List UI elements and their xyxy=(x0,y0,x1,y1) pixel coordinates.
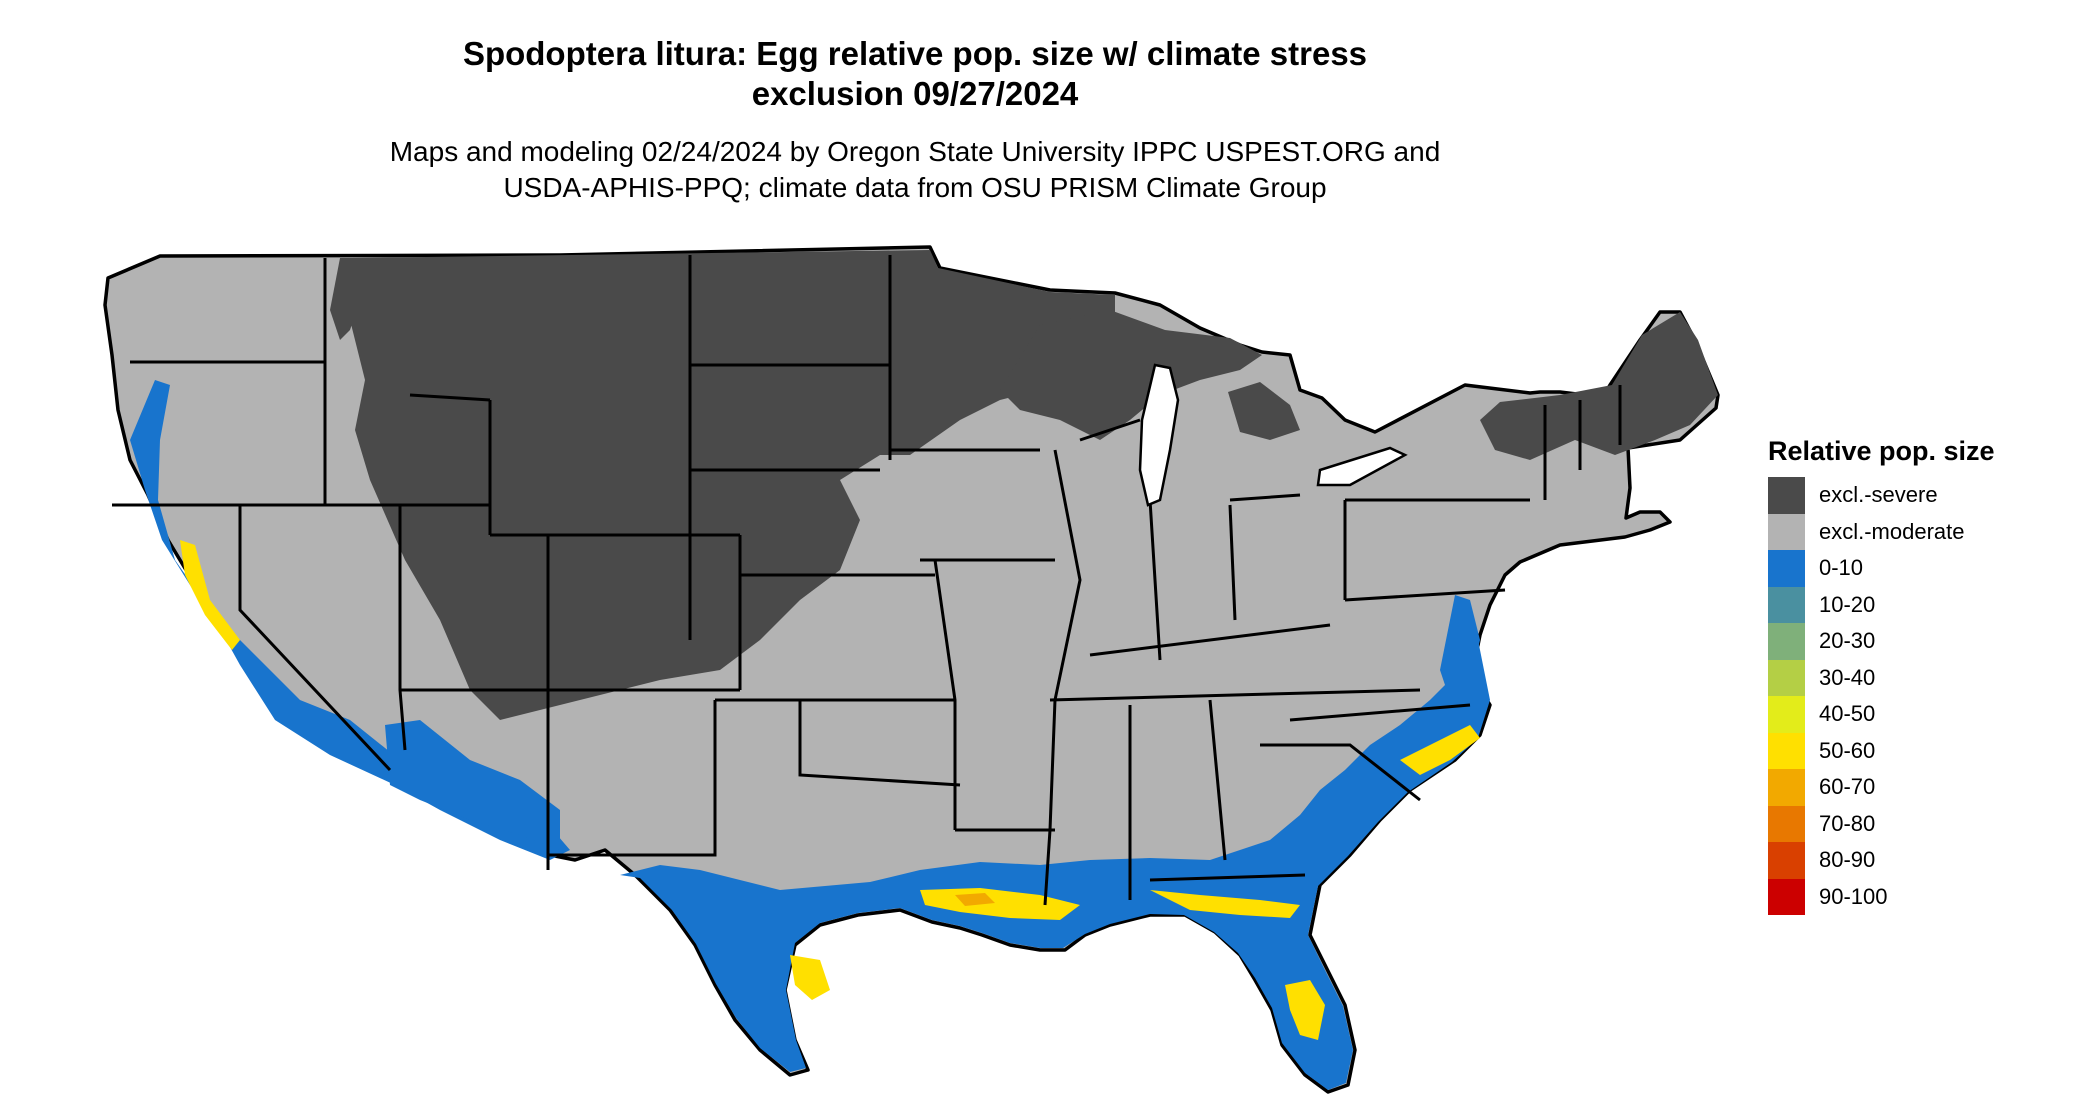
legend-label: 70-80 xyxy=(1819,810,1876,836)
mid-suitability-carolinas xyxy=(1400,725,1480,775)
severe-region-great-lakes xyxy=(1000,310,1262,440)
border-nm-tx xyxy=(548,700,717,857)
legend-item: 90-100 xyxy=(1768,878,1995,915)
legend-item: 60-70 xyxy=(1768,769,1995,806)
legend-label: 10-20 xyxy=(1819,591,1876,617)
legend-label: excl.-moderate xyxy=(1819,518,1965,544)
border-indiana-ohio xyxy=(1228,504,1237,621)
border-va-nc xyxy=(1289,703,1471,722)
legend-swatch xyxy=(1768,586,1805,623)
legend-swatch xyxy=(1768,623,1805,660)
severe-region-northern-plains xyxy=(350,250,1115,720)
legend-label: 90-100 xyxy=(1819,883,1888,909)
low-suitability-southwest-desert xyxy=(385,720,560,850)
border-nv-ca xyxy=(238,505,392,772)
legend-label: 50-60 xyxy=(1819,737,1876,763)
legend-swatch xyxy=(1768,477,1805,514)
map-title: Spodoptera litura: Egg relative pop. siz… xyxy=(0,34,1830,114)
map-subtitle: Maps and modeling 02/24/2024 by Oregon S… xyxy=(0,134,1830,206)
subtitle-line-2: USDA-APHIS-PPQ; climate data from OSU PR… xyxy=(503,172,1327,203)
state-borders xyxy=(112,255,1622,906)
legend-item: 50-60 xyxy=(1768,732,1995,769)
legend-item: excl.-severe xyxy=(1768,477,1995,514)
border-ky-tn xyxy=(1089,623,1331,657)
legend-label: 40-50 xyxy=(1819,701,1876,727)
legend-label: 30-40 xyxy=(1819,664,1876,690)
severe-region-new-england xyxy=(1480,312,1718,460)
legend-label: 80-90 xyxy=(1819,847,1876,873)
border-mi-wi xyxy=(1079,418,1141,442)
legend-label: 0-10 xyxy=(1819,555,1864,581)
legend-label: 20-30 xyxy=(1819,628,1876,654)
severe-region-michigan xyxy=(1228,382,1300,440)
legend-swatch xyxy=(1768,769,1805,806)
low-suitability-atlantic-coast xyxy=(1440,595,1480,700)
subtitle-line-1: Maps and modeling 02/24/2024 by Oregon S… xyxy=(389,136,1441,167)
title-line-2: exclusion 09/27/2024 xyxy=(751,75,1079,112)
lake-erie xyxy=(1316,446,1408,487)
border-ga-fl xyxy=(1149,873,1306,882)
border-al-ga xyxy=(1208,699,1227,861)
low-suitability-gulf-southeast xyxy=(620,640,1490,1090)
legend-item: 0-10 xyxy=(1768,550,1995,587)
legend-item: 40-50 xyxy=(1768,696,1995,733)
legend-swatch xyxy=(1768,732,1805,769)
us-map xyxy=(103,245,1720,1094)
legend-label: 60-70 xyxy=(1819,774,1876,800)
legend-swatch xyxy=(1768,878,1805,915)
border-illinois-indiana xyxy=(1148,499,1162,661)
legend-label: excl.-severe xyxy=(1819,482,1938,508)
legend: Relative pop. size excl.-severe excl.-mod… xyxy=(1768,436,1995,915)
legend-item: 80-90 xyxy=(1768,842,1995,879)
border-pa-south xyxy=(1344,588,1506,602)
legend-swatch xyxy=(1768,696,1805,733)
title-line-1: Spodoptera litura: Egg relative pop. siz… xyxy=(462,35,1368,72)
lake-michigan xyxy=(1138,363,1180,507)
legend-swatch xyxy=(1768,805,1805,842)
mid-suitability-gulf-florida xyxy=(1150,890,1300,918)
legend-swatch xyxy=(1768,513,1805,550)
border-mo-east xyxy=(933,559,957,830)
border-nc-sc xyxy=(1260,743,1421,802)
legend-item: 70-80 xyxy=(1768,805,1995,842)
border-tn-north xyxy=(1049,688,1421,702)
mid-suitability-texas-coast xyxy=(790,955,830,1000)
legend-item: 10-20 xyxy=(1768,586,1995,623)
mid-suitability-florida-peninsula xyxy=(1285,980,1325,1040)
legend-swatch xyxy=(1768,842,1805,879)
legend-item: 20-30 xyxy=(1768,623,1995,660)
legend-item: 30-40 xyxy=(1768,659,1995,696)
high-suitability-gulf xyxy=(955,893,995,906)
legend-items: excl.-severe excl.-moderate 0-10 10-20 20-30… xyxy=(1768,477,1995,915)
legend-title: Relative pop. size xyxy=(1768,436,1995,466)
legend-swatch xyxy=(1768,550,1805,587)
mid-suitability-california xyxy=(180,540,240,650)
border-montana-south xyxy=(409,393,491,402)
border-mi-oh xyxy=(1229,493,1301,502)
border-ok-tx xyxy=(798,700,961,787)
legend-item: excl.-moderate xyxy=(1768,513,1995,550)
legend-swatch xyxy=(1768,659,1805,696)
severe-region-idaho xyxy=(330,258,360,340)
